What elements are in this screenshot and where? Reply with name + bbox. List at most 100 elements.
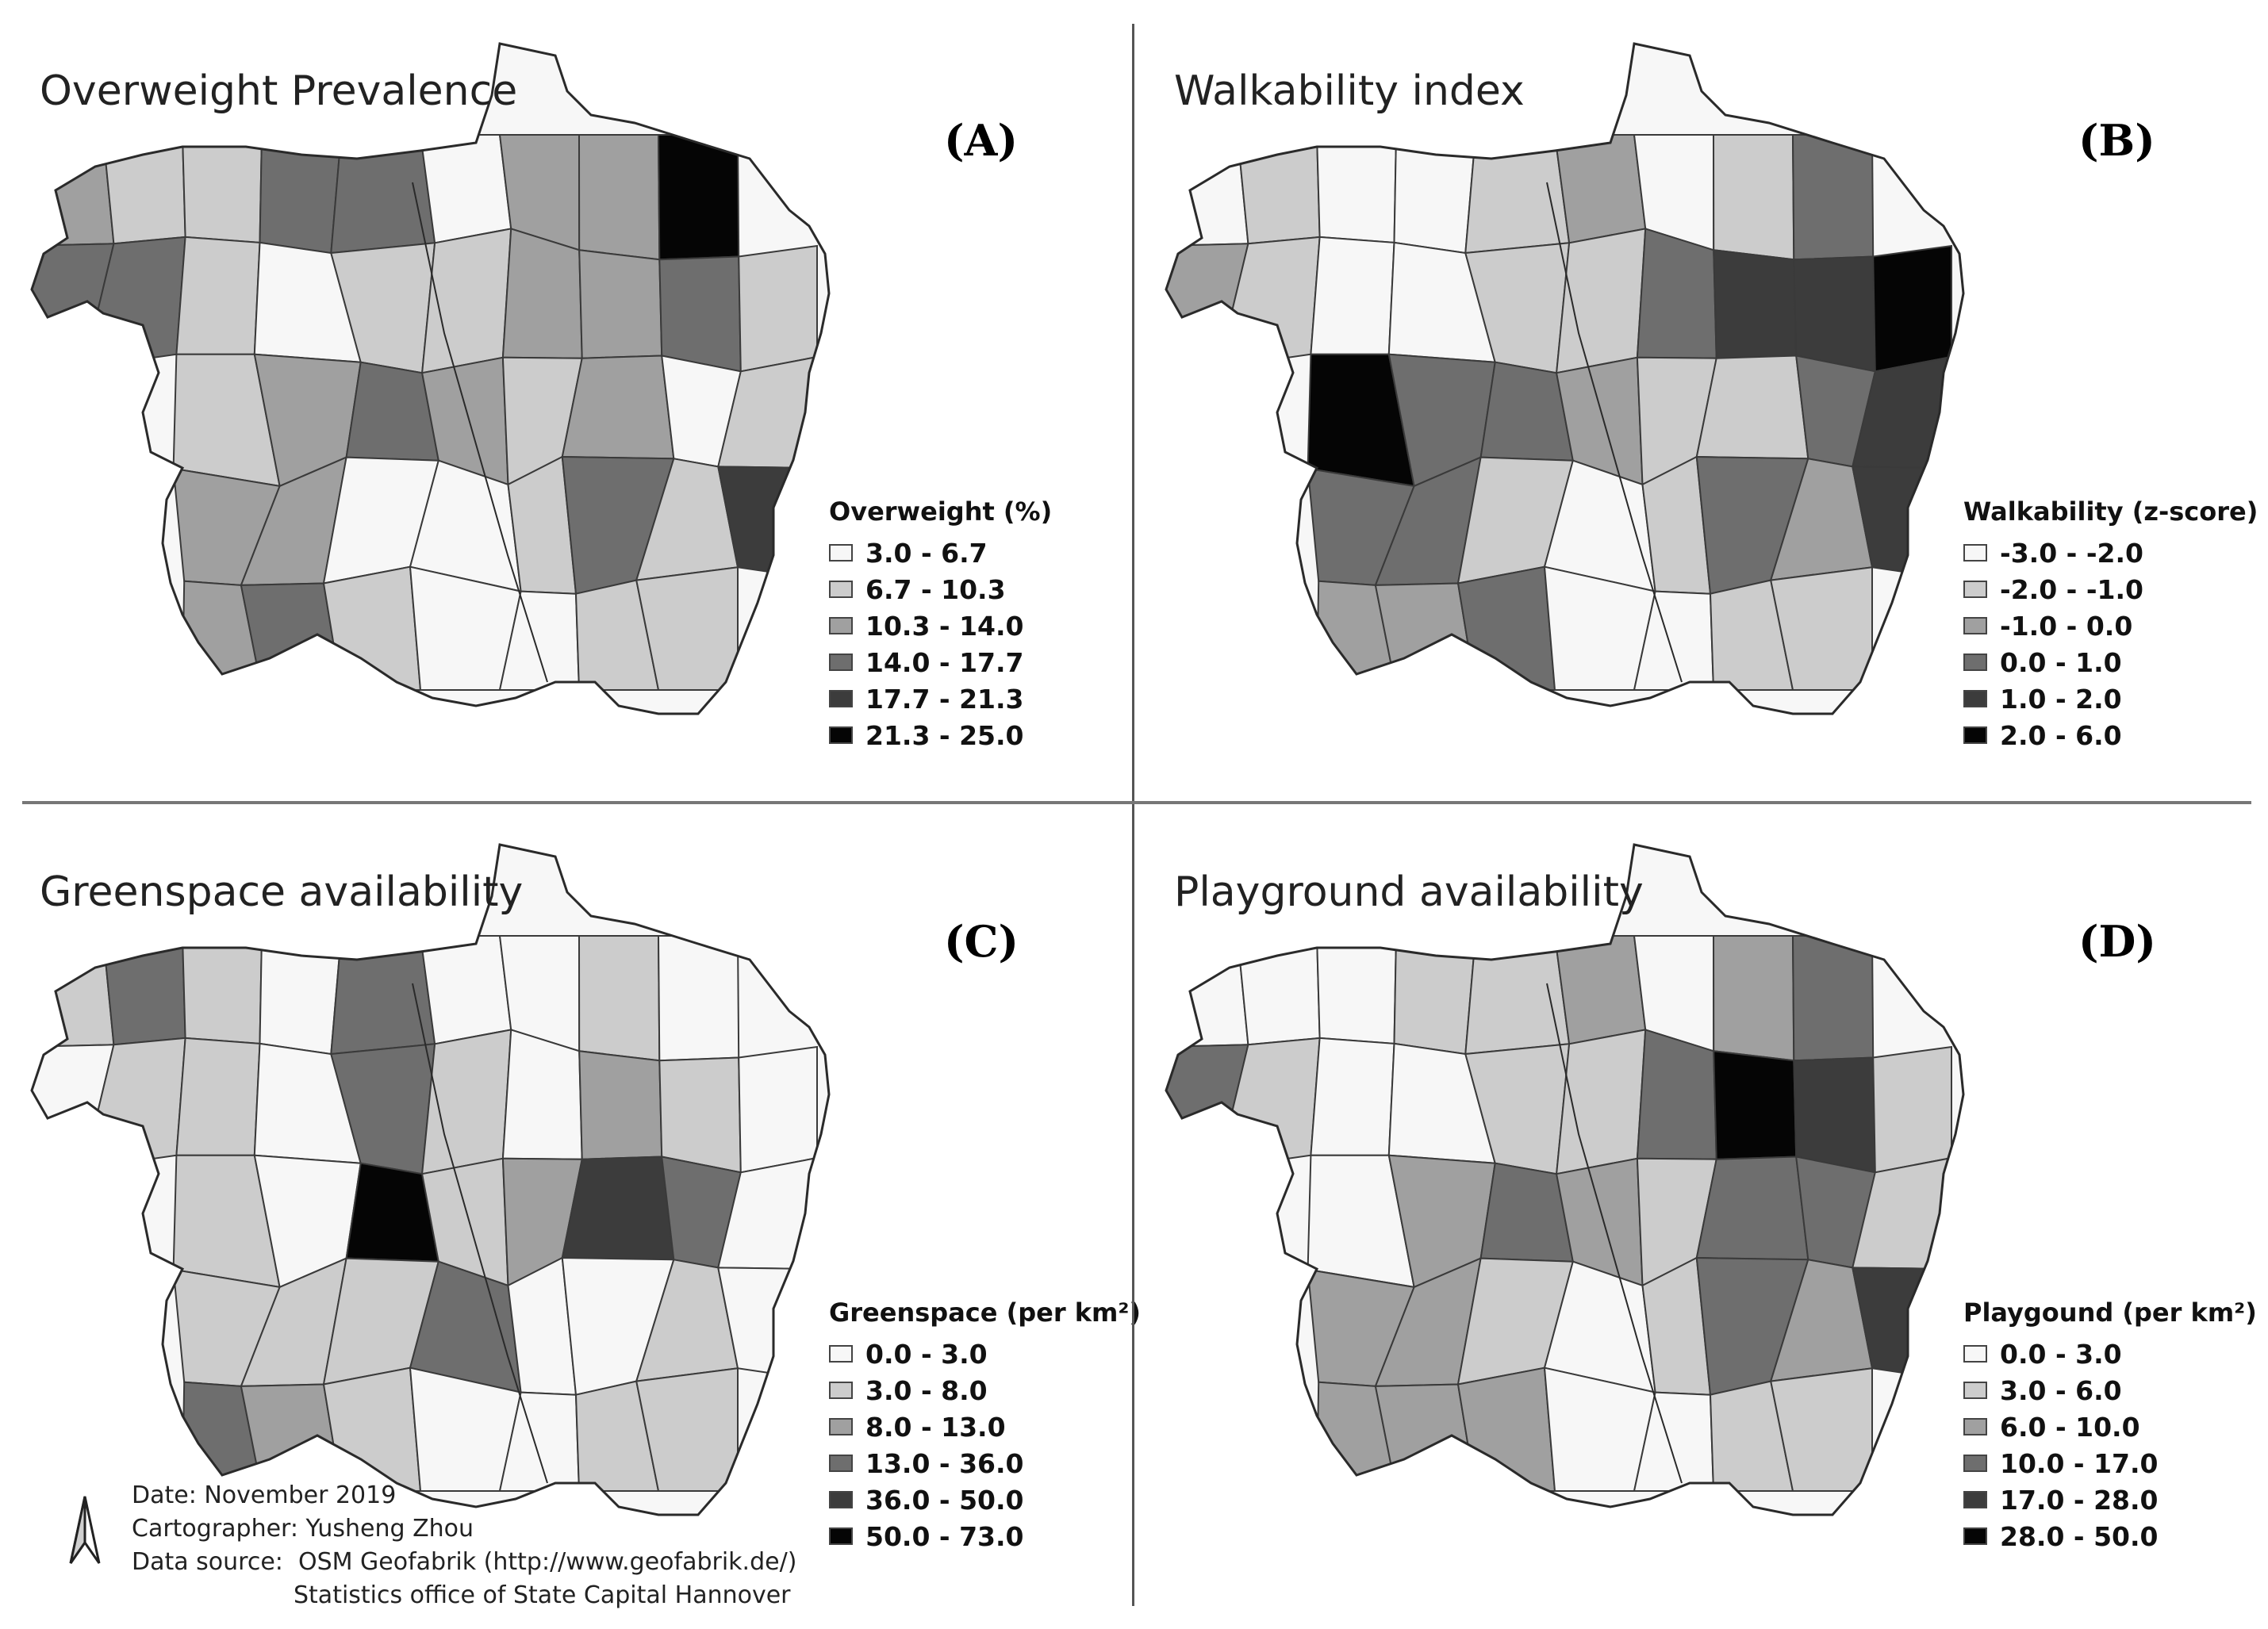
- districts: [32, 935, 818, 1492]
- district: [419, 935, 512, 1045]
- legend-title: Greenspace (per km²): [829, 1297, 1142, 1328]
- legend-item: 36.0 - 50.0: [829, 1481, 1141, 1518]
- district: [657, 935, 740, 1062]
- district: [1555, 1029, 1647, 1175]
- legend-item: 21.3 - 25.0: [829, 717, 1052, 753]
- legend-swatch: [1963, 1382, 1987, 1399]
- rail-line: [1546, 983, 1683, 1484]
- legend-swatch: [1963, 654, 1987, 671]
- credit-date: Date: November 2019: [132, 1481, 397, 1509]
- legend-item: 3.0 - 8.0: [829, 1372, 1141, 1409]
- district: [1456, 1366, 1556, 1492]
- legend-rows: 0.0 - 3.0 3.0 - 8.0 8.0 - 13.0 13.0 - 36.0 3…: [829, 1336, 1141, 1554]
- district: [738, 1045, 818, 1174]
- legend-item: 14.0 - 17.7: [829, 644, 1052, 680]
- district: [658, 1056, 742, 1174]
- legend-swatch: [829, 1345, 853, 1363]
- city-boundary: [30, 42, 831, 715]
- legend-label: 6.7 - 10.3: [865, 573, 1006, 605]
- legend-label: 21.3 - 25.0: [865, 719, 1024, 751]
- legend-swatch: [829, 1491, 853, 1508]
- district: [657, 134, 740, 261]
- legend: Walkability (z-score) -3.0 - -2.0 -2.0 - …: [1963, 492, 2263, 758]
- district: [1695, 355, 1809, 460]
- legend-label: 1.0 - 2.0: [2000, 683, 2122, 715]
- legend-swatch: [1963, 726, 1987, 744]
- district: [1872, 1045, 1952, 1174]
- legend-label: 8.0 - 13.0: [865, 1411, 1006, 1443]
- legend-label: -3.0 - -2.0: [2000, 537, 2143, 569]
- district: [1695, 1156, 1809, 1261]
- legend-swatch: [1963, 617, 1987, 634]
- legend-rows: -3.0 - -2.0 -2.0 - -1.0 -1.0 - 0.0 0.0 - 1.…: [1963, 535, 2258, 753]
- district: [578, 249, 663, 359]
- legend-swatch: [829, 654, 853, 671]
- panel-c-greenspace: Greenspace availability (C) Greenspace (…: [0, 801, 1146, 1594]
- legend-swatch: [1963, 1491, 1987, 1508]
- legend-title: Playgound (per km²): [1963, 1297, 2257, 1328]
- district: [1636, 1029, 1717, 1160]
- city-boundary: [1165, 843, 1965, 1516]
- district: [1310, 1037, 1395, 1156]
- district-map: [1165, 42, 1965, 715]
- legend: Greenspace (per km²) 0.0 - 3.0 3.0 - 8.0 8…: [829, 1293, 1146, 1559]
- legend-label: 28.0 - 50.0: [2000, 1520, 2159, 1552]
- district-map: [1165, 843, 1965, 1516]
- legend-item: 50.0 - 73.0: [829, 1518, 1141, 1554]
- district: [259, 935, 343, 1056]
- district: [1793, 255, 1876, 373]
- legend-item: -1.0 - 0.0: [1963, 608, 2258, 644]
- district: [1712, 935, 1795, 1062]
- district: [578, 935, 661, 1062]
- legend-label: -1.0 - 0.0: [2000, 610, 2133, 642]
- legend-item: 0.0 - 3.0: [1963, 1336, 2257, 1372]
- district: [501, 1029, 583, 1160]
- legend-item: 1.0 - 2.0: [1963, 680, 2258, 717]
- district: [1555, 228, 1647, 374]
- panel-b-walkability: Walkability index (B) Walkability (z-sco…: [1134, 0, 2263, 793]
- districts: [1166, 134, 1952, 691]
- legend-swatch: [1963, 1418, 1987, 1435]
- district: [330, 134, 436, 255]
- district: [578, 134, 661, 261]
- panel-title: Playground availability: [1174, 868, 1644, 916]
- district: [561, 355, 675, 460]
- legend-item: 0.0 - 3.0: [829, 1336, 1141, 1372]
- legend-item: 8.0 - 13.0: [829, 1409, 1141, 1445]
- panel-letter: (B): [2078, 115, 2155, 166]
- district: [578, 1050, 663, 1160]
- legend-rows: 3.0 - 6.7 6.7 - 10.3 10.3 - 14.0 14.0 - 17.…: [829, 535, 1052, 753]
- legend-item: 10.3 - 14.0: [829, 608, 1052, 644]
- district: [420, 228, 512, 374]
- district: [330, 935, 436, 1056]
- district: [102, 935, 186, 1046]
- credit-cartographer: Cartographer: Yusheng Zhou: [132, 1515, 474, 1543]
- district: [1713, 249, 1798, 359]
- legend-label: 10.0 - 17.0: [2000, 1447, 2159, 1479]
- panel-d-playground: Playground availability (D) Playgound (p…: [1134, 801, 2262, 1594]
- north-arrow-icon: [69, 1496, 101, 1564]
- legend-swatch: [1963, 581, 1987, 598]
- legend-swatch: [1963, 1345, 1987, 1363]
- legend-swatch: [829, 726, 853, 744]
- district: [1713, 1050, 1798, 1160]
- legend-item: -2.0 - -1.0: [1963, 571, 2258, 608]
- district: [1636, 228, 1717, 359]
- district: [102, 134, 186, 245]
- city-boundary: [1165, 42, 1965, 715]
- legend-item: 3.0 - 6.0: [1963, 1372, 2257, 1409]
- district: [1791, 935, 1875, 1062]
- legend-swatch: [1963, 690, 1987, 707]
- legend-swatch: [1963, 1527, 1987, 1545]
- district-map: [30, 42, 831, 715]
- district: [259, 134, 343, 255]
- district: [1553, 134, 1647, 244]
- district: [32, 134, 115, 247]
- rail-line: [412, 182, 548, 683]
- legend-swatch: [829, 617, 853, 634]
- legend-label: 0.0 - 3.0: [2000, 1338, 2122, 1370]
- credit-data-source: Data source: OSM Geofabrik (http://www.g…: [132, 1548, 797, 1576]
- district: [1791, 134, 1875, 261]
- horizontal-divider: [22, 801, 2251, 804]
